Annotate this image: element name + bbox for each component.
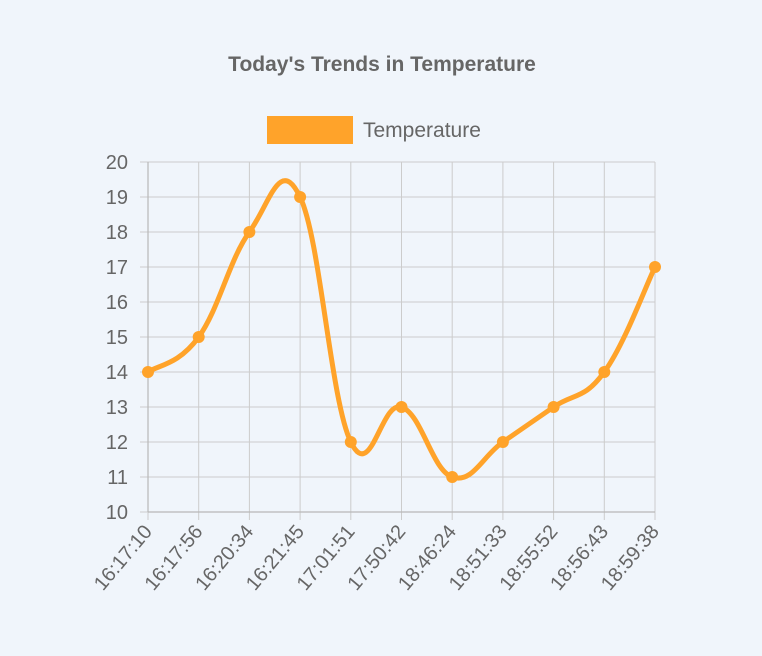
- y-tick-label: 10: [106, 502, 128, 524]
- series-temperature: [142, 178, 661, 483]
- y-tick-label: 17: [106, 257, 128, 279]
- axes: [147, 162, 655, 513]
- y-tick-label: 13: [106, 397, 128, 419]
- grid: [140, 161, 656, 520]
- data-point[interactable]: [294, 191, 307, 203]
- data-point[interactable]: [344, 436, 357, 448]
- y-tick-label: 18: [106, 222, 128, 244]
- x-axis-ticks: 16:17:1016:17:5616:20:3416:21:4517:01:51…: [90, 521, 664, 595]
- y-tick-label: 14: [106, 362, 128, 384]
- y-axis-ticks: 10 11 12 13 14 15 16 17 18 19 20: [106, 152, 128, 524]
- data-point[interactable]: [192, 331, 205, 343]
- legend-swatch-temperature: [267, 116, 353, 144]
- y-tick-label: 12: [106, 432, 128, 454]
- y-tick-label: 20: [106, 152, 128, 174]
- data-point[interactable]: [496, 436, 509, 448]
- series-line-temperature: [145, 178, 658, 481]
- legend-label-temperature: Temperature: [363, 119, 481, 142]
- legend[interactable]: Temperature: [267, 116, 481, 144]
- y-tick-label: 11: [107, 467, 128, 489]
- chart-title: Today's Trends in Temperature: [228, 53, 536, 76]
- data-point[interactable]: [649, 261, 661, 273]
- data-point[interactable]: [395, 401, 408, 413]
- y-tick-label: 15: [106, 327, 128, 349]
- data-point[interactable]: [547, 401, 560, 413]
- y-tick-label: 16: [106, 292, 128, 314]
- data-point[interactable]: [243, 226, 256, 238]
- data-point[interactable]: [598, 366, 611, 378]
- data-point[interactable]: [446, 471, 459, 483]
- data-point[interactable]: [142, 366, 154, 378]
- y-tick-label: 19: [106, 187, 128, 209]
